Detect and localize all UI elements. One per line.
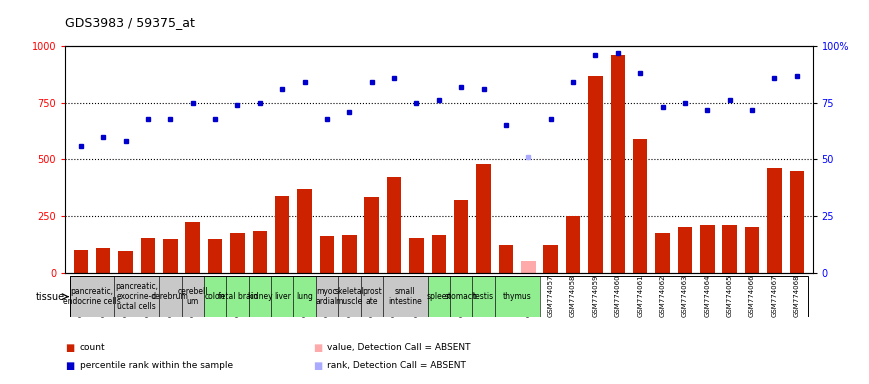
Bar — [253, 231, 267, 273]
Bar — [383, 276, 428, 317]
Text: thymus: thymus — [503, 292, 532, 301]
Text: kidney: kidney — [247, 292, 273, 301]
Bar — [70, 276, 115, 317]
Bar — [182, 276, 204, 317]
Bar — [633, 139, 647, 273]
Bar — [275, 195, 289, 273]
Bar — [767, 169, 782, 273]
Bar — [700, 225, 714, 273]
Text: ■: ■ — [313, 343, 322, 353]
Bar — [432, 235, 446, 273]
Bar — [249, 276, 271, 317]
Text: myoc
ardial: myoc ardial — [316, 287, 338, 306]
Bar — [320, 237, 335, 273]
Bar — [611, 55, 625, 273]
Bar — [118, 251, 133, 273]
Bar — [185, 222, 200, 273]
Text: count: count — [80, 343, 105, 352]
Bar — [230, 233, 245, 273]
Text: testis: testis — [473, 292, 494, 301]
Bar — [543, 245, 558, 273]
Text: percentile rank within the sample: percentile rank within the sample — [80, 361, 233, 370]
Text: stomach: stomach — [445, 292, 478, 301]
Text: skeletal
muscle: skeletal muscle — [335, 287, 364, 306]
Bar — [476, 164, 491, 273]
Text: ■: ■ — [65, 361, 75, 371]
Bar — [790, 170, 804, 273]
Text: spleen: spleen — [426, 292, 452, 301]
Bar — [473, 276, 494, 317]
Text: lung: lung — [296, 292, 313, 301]
Bar — [745, 227, 760, 273]
Bar — [722, 225, 737, 273]
Bar — [297, 189, 312, 273]
Bar — [271, 276, 294, 317]
Bar — [588, 76, 603, 273]
Text: pancreatic,
exocrine-d
uctal cells: pancreatic, exocrine-d uctal cells — [116, 283, 158, 311]
Bar — [294, 276, 315, 317]
Text: ■: ■ — [65, 343, 75, 353]
Bar — [96, 248, 110, 273]
Text: GDS3983 / 59375_at: GDS3983 / 59375_at — [65, 16, 195, 29]
Text: tissue: tissue — [36, 291, 65, 302]
Text: colon: colon — [205, 292, 225, 301]
Bar — [342, 235, 356, 273]
Text: liver: liver — [274, 292, 290, 301]
Bar — [163, 239, 177, 273]
Bar — [115, 276, 159, 317]
Bar — [409, 238, 424, 273]
Bar — [141, 238, 156, 273]
Bar — [361, 276, 383, 317]
Bar — [387, 177, 401, 273]
Bar — [494, 276, 540, 317]
Text: value, Detection Call = ABSENT: value, Detection Call = ABSENT — [327, 343, 470, 352]
Text: prost
ate: prost ate — [362, 287, 381, 306]
Bar — [204, 276, 226, 317]
Bar — [315, 276, 338, 317]
Bar — [208, 239, 222, 273]
Bar — [338, 276, 361, 317]
Bar — [364, 197, 379, 273]
Text: cerebell
um: cerebell um — [177, 287, 208, 306]
Text: cerebrum: cerebrum — [152, 292, 189, 301]
Bar — [499, 245, 514, 273]
Bar — [428, 276, 450, 317]
Bar — [450, 276, 473, 317]
Bar — [655, 233, 670, 273]
Bar — [74, 250, 88, 273]
Bar — [521, 262, 535, 273]
Bar — [678, 227, 693, 273]
Bar — [566, 216, 580, 273]
Text: rank, Detection Call = ABSENT: rank, Detection Call = ABSENT — [327, 361, 466, 370]
Bar — [226, 276, 249, 317]
Bar — [454, 200, 468, 273]
Bar — [159, 276, 182, 317]
Text: small
intestine: small intestine — [388, 287, 422, 306]
Text: ■: ■ — [313, 361, 322, 371]
Text: fetal brain: fetal brain — [217, 292, 257, 301]
Text: pancreatic,
endocrine cells: pancreatic, endocrine cells — [63, 287, 121, 306]
